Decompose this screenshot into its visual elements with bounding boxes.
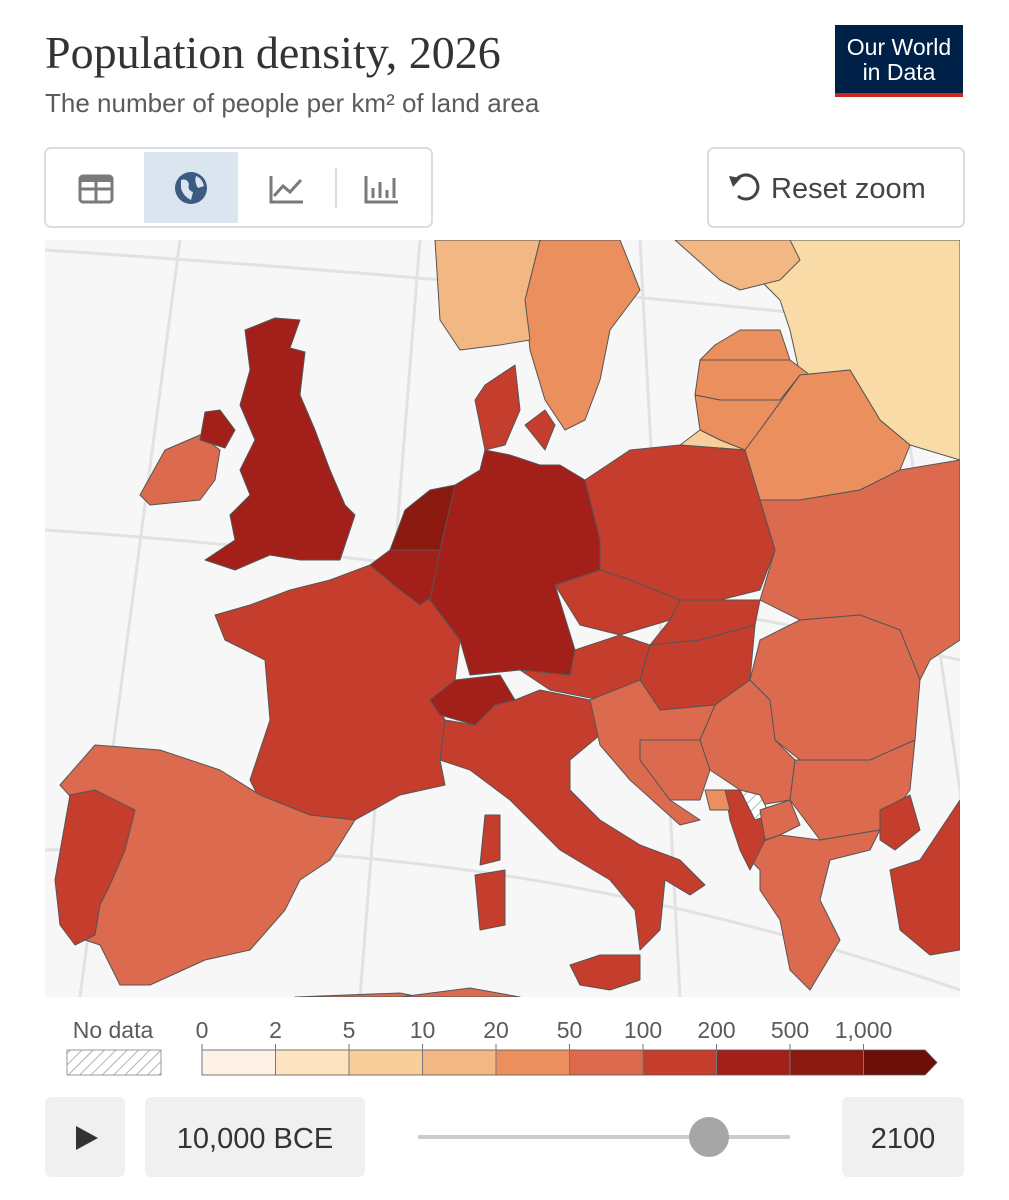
legend-tick-label: 500 [771,1017,809,1043]
legend-bin [275,1049,350,1076]
legend-bin [863,1049,938,1076]
subtitle: The number of people per km² of land are… [45,88,540,118]
line-tab[interactable] [269,176,303,204]
legend-bin [348,1049,423,1076]
legend-tick-label: 0 [196,1017,209,1043]
title: Population density, 2026 [45,27,501,78]
legend-bin [569,1049,644,1076]
legend-bin [495,1049,570,1076]
play-button[interactable] [45,1097,125,1177]
table-tab[interactable] [78,174,114,204]
map-tab[interactable] [144,152,238,223]
logo-text: Our World [847,34,951,60]
legend-bin [716,1049,791,1076]
logo-bar [835,93,963,97]
end-button[interactable]: 2100 [842,1097,964,1177]
start-button[interactable]: 10,000 BCE [145,1097,365,1177]
reset-zoom-button[interactable]: Reset zoom [707,147,965,228]
button-frame [707,147,965,228]
tab-bar [44,147,433,228]
legend-bin [201,1049,276,1076]
logo-text: in Data [863,59,936,85]
legend-bin [642,1049,717,1076]
slider-handle[interactable] [689,1117,729,1157]
button-label: Reset zoom [771,173,926,205]
legend-tick-label: 50 [557,1017,583,1043]
no-data-swatch [66,1049,162,1076]
legend-tick-label: 1,000 [835,1017,893,1043]
legend-tick-label: 2 [269,1017,282,1043]
legend-tick-label: 200 [697,1017,735,1043]
logo[interactable]: Our World in Data [835,25,963,97]
bar-tab[interactable] [364,176,398,204]
legend-bin [422,1049,497,1076]
reset-icon [733,173,760,201]
no-data-label: No data [73,1017,154,1043]
end-label: 2100 [871,1123,936,1155]
timeline: 10,000 BCE 2100 [45,1097,964,1177]
legend-tick-label: 20 [483,1017,509,1043]
map [45,240,960,997]
legend: No data 0 2 5 10 20 50 100 200 500 1,000 [66,1017,938,1076]
legend-bin [789,1049,864,1076]
legend-tick-label: 10 [410,1017,436,1043]
start-label: 10,000 BCE [177,1123,333,1155]
legend-tick-label: 100 [624,1017,662,1043]
legend-tick-label: 5 [343,1017,356,1043]
logo-box [835,25,963,93]
